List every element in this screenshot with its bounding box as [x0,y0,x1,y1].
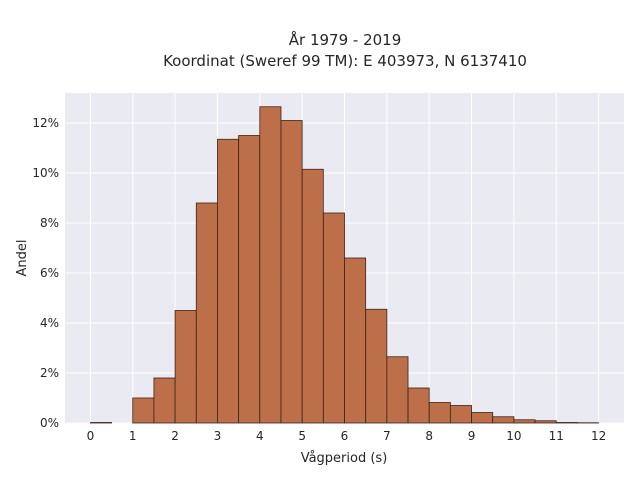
y-tick-label: 6% [40,266,59,280]
x-axis-label: Vågperiod (s) [301,451,388,466]
x-tick-label: 10 [506,429,521,443]
chart-title-line-1: År 1979 - 2019 [289,30,402,49]
y-tick-label: 2% [40,366,59,380]
histogram-bar [174,310,197,424]
histogram-bar [301,168,324,424]
x-tick-label: 5 [298,429,306,443]
histogram-bar [344,257,367,424]
y-tick-label: 10% [32,166,59,180]
histogram-bar [132,397,155,424]
y-tick-label: 0% [40,416,59,430]
x-tick-label: 3 [214,429,222,443]
histogram-bar [534,420,557,424]
histogram-bar [90,422,112,424]
x-tick-label: 11 [549,429,564,443]
histogram-bar [259,106,282,424]
histogram-bar [492,416,515,424]
histogram-bar [365,308,388,424]
y-axis-ticks: 0% 2% 4% 6% 8% 10% 12% [32,116,59,430]
histogram-bars [90,106,599,424]
histogram-bar [322,212,345,424]
histogram-bar [386,356,409,424]
x-tick-label: 6 [341,429,349,443]
x-axis-ticks: 0 1 2 3 4 5 6 7 8 9 10 11 12 [87,429,607,443]
x-tick-label: 12 [591,429,606,443]
x-tick-label: 7 [383,429,391,443]
histogram-bar [280,120,303,424]
x-tick-label: 4 [256,429,264,443]
y-tick-label: 8% [40,216,59,230]
y-tick-label: 4% [40,316,59,330]
histogram-bar [471,412,494,424]
histogram-bar [407,387,430,424]
y-tick-label: 12% [32,116,59,130]
histogram-bar [217,138,240,424]
histogram-bar [153,377,176,424]
histogram-bar [555,422,578,424]
histogram-bar [238,135,261,424]
histogram-bar [513,419,536,424]
histogram-bar [195,202,218,424]
x-tick-label: 0 [87,429,95,443]
histogram-bar [449,405,472,424]
x-tick-label: 2 [171,429,179,443]
histogram-bar [428,402,451,424]
x-tick-label: 9 [468,429,476,443]
x-tick-label: 1 [129,429,137,443]
x-tick-label: 8 [425,429,433,443]
y-axis-label: Andel [15,240,30,277]
chart-title-line-2: Koordinat (Sweref 99 TM): E 403973, N 61… [163,52,527,70]
